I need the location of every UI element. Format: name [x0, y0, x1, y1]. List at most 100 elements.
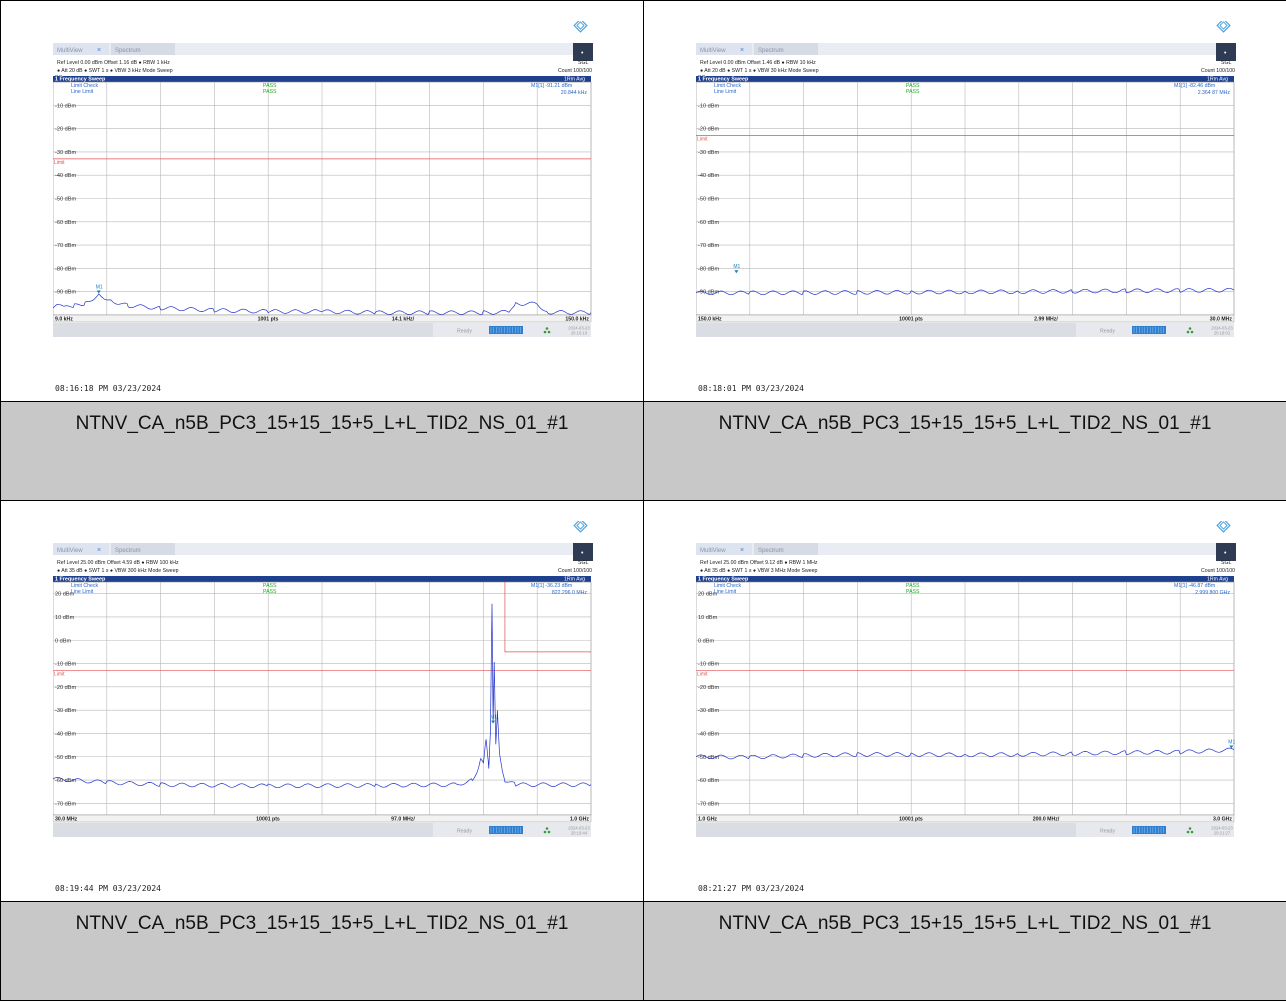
marker-readout: M1[1] -46.87 dBm: [1174, 583, 1215, 589]
y-tick-label: -20 dBm: [698, 685, 719, 691]
y-tick-label: -80 dBm: [55, 266, 76, 272]
sweep-header: [696, 576, 1234, 582]
y-tick-label: -10 dBm: [698, 662, 719, 668]
tab-spectrum-label: Spectrum: [758, 48, 784, 54]
freq-start: 150.0 kHz: [698, 317, 722, 323]
y-tick-label: -30 dBm: [55, 708, 76, 714]
y-tick-label: -70 dBm: [55, 243, 76, 249]
network-icon: [1186, 827, 1194, 834]
progress-bar: [1132, 326, 1166, 334]
settings-line-2: ● Att 35 dB ● SWT 1 s ● VBW 3 MHz Mode S…: [700, 568, 818, 574]
marker-freq: 2.999 800 GHz: [1195, 590, 1230, 596]
y-tick-label: -20 dBm: [698, 127, 719, 133]
freq-division: 97.0 MHz/: [391, 817, 415, 823]
progress-bar: [489, 826, 523, 834]
status-date: 2024-03-23: [1211, 326, 1233, 331]
y-tick-label: -40 dBm: [55, 173, 76, 179]
status-time: 20:19:44: [571, 831, 588, 836]
status-left: [696, 323, 1076, 337]
settings-line-1: Ref Level 25.00 dBm Offset 4.59 dB ● RBW…: [57, 560, 179, 566]
pass-label-2: PASS: [263, 89, 277, 95]
tab-spectrum-label: Spectrum: [115, 548, 141, 554]
marker-freq: 822.296 0 MHz: [552, 590, 588, 596]
tab-spectrum-label: Spectrum: [115, 48, 141, 54]
freq-stop: 30.0 MHz: [1210, 317, 1233, 323]
limit-label: Limit: [54, 160, 65, 166]
count-label: Count 100/100: [558, 568, 592, 574]
marker-readout: M1[1] -82.46 dBm: [1174, 83, 1215, 89]
status-left: [696, 823, 1076, 837]
trace-line: [53, 293, 592, 315]
sgl-label: SGL: [1221, 560, 1231, 566]
y-tick-label: -50 dBm: [55, 197, 76, 203]
trace-mode: 1Rm Avg: [1207, 77, 1228, 83]
sweep-header: [696, 76, 1234, 82]
limit-check-label: Limit Check: [71, 583, 99, 589]
y-tick-label: -10 dBm: [698, 103, 719, 109]
tab-multiview: [696, 43, 752, 55]
marker-symbol: [491, 720, 496, 724]
y-tick-label: 20 dBm: [55, 592, 75, 598]
capture-timestamp: 08:16:18 PM 03/23/2024: [55, 384, 161, 393]
tab-multiview-label: MultiView: [57, 548, 83, 554]
y-tick-label: 20 dBm: [698, 592, 718, 598]
sweep-header: [53, 76, 591, 82]
y-tick-label: -50 dBm: [698, 197, 719, 203]
tab-multiview: [53, 543, 109, 555]
line-limit-label: Line Limit: [714, 589, 737, 595]
tab-bar: [53, 543, 593, 555]
marker-label: M1: [96, 284, 103, 290]
y-tick-label: 0 dBm: [55, 638, 72, 644]
count-label: Count 100/100: [1201, 68, 1235, 74]
marker-readout: M1[1] -91.21 dBm: [531, 83, 572, 89]
limit-line-upper: [504, 582, 591, 653]
tab-bar: [696, 43, 1236, 55]
marker-label: M1: [490, 715, 497, 721]
pass-label-2: PASS: [263, 589, 277, 595]
status-left: [53, 823, 433, 837]
status-time: 20:18:01: [1214, 331, 1231, 336]
sgl-label: SGL: [578, 560, 588, 566]
freq-start: 30.0 MHz: [55, 817, 78, 823]
freq-stop: 150.0 kHz: [565, 317, 589, 323]
sweep-title: 1 Frequency Sweep: [55, 77, 106, 83]
sweep-header: [53, 576, 591, 582]
network-icon: [1186, 327, 1194, 334]
status-date: 2024-03-23: [568, 326, 590, 331]
sgl-label: SGL: [1221, 60, 1231, 66]
y-tick-label: 0 dBm: [698, 638, 715, 644]
close-icon: ×: [97, 47, 101, 54]
marker-label: M1: [1228, 740, 1235, 746]
trace-mode: 1Rm Avg: [1207, 577, 1228, 583]
analyzer-screen: MultiView × Spectrum • Ref Level 0.00 dBm Of…: [53, 21, 593, 337]
ready-label: Ready: [457, 329, 472, 335]
y-tick-label: -30 dBm: [698, 150, 719, 156]
settings-line-1: Ref Level 25.00 dBm Offset 9.12 dB ● RBW…: [700, 560, 818, 566]
screenshot-cell-3: MultiView × Spectrum • Ref Level 25.00 dBm O…: [0, 500, 644, 902]
marker-freq: 2.364 87 MHz: [1198, 90, 1231, 96]
pass-label-1: PASS: [906, 583, 920, 589]
dot-icon: •: [1224, 550, 1227, 557]
marker-symbol: [734, 270, 739, 274]
caption-cell-1: NTNV_CA_n5B_PC3_15+15_15+5_L+L_TID2_NS_0…: [0, 401, 644, 501]
settings-line-1: Ref Level 0.00 dBm Offset 1.46 dB ● RBW …: [700, 60, 816, 66]
freq-stop: 1.0 GHz: [570, 817, 589, 823]
pass-label-1: PASS: [263, 83, 277, 89]
dot-icon: •: [1224, 50, 1227, 57]
tab-spectrum: [754, 43, 818, 55]
close-icon: ×: [740, 547, 744, 554]
y-tick-label: -40 dBm: [55, 731, 76, 737]
footer-bar: [696, 314, 1235, 323]
y-tick-label: 10 dBm: [698, 615, 718, 621]
limit-check-label: Limit Check: [71, 83, 99, 89]
footer-bar: [53, 814, 592, 823]
settings-line-1: Ref Level 0.00 dBm Offset 1.16 dB ● RBW …: [57, 60, 170, 66]
status-time: 20:21:27: [1214, 831, 1231, 836]
line-limit-label: Line Limit: [714, 89, 737, 95]
toolbar-button: [573, 43, 593, 61]
y-tick-label: -20 dBm: [55, 127, 76, 133]
network-icon: [543, 827, 551, 834]
limit-check-label: Limit Check: [714, 583, 742, 589]
analyzer-screen: MultiView × Spectrum • Ref Level 25.00 dBm O…: [53, 521, 593, 837]
marker-symbol: [96, 290, 101, 294]
